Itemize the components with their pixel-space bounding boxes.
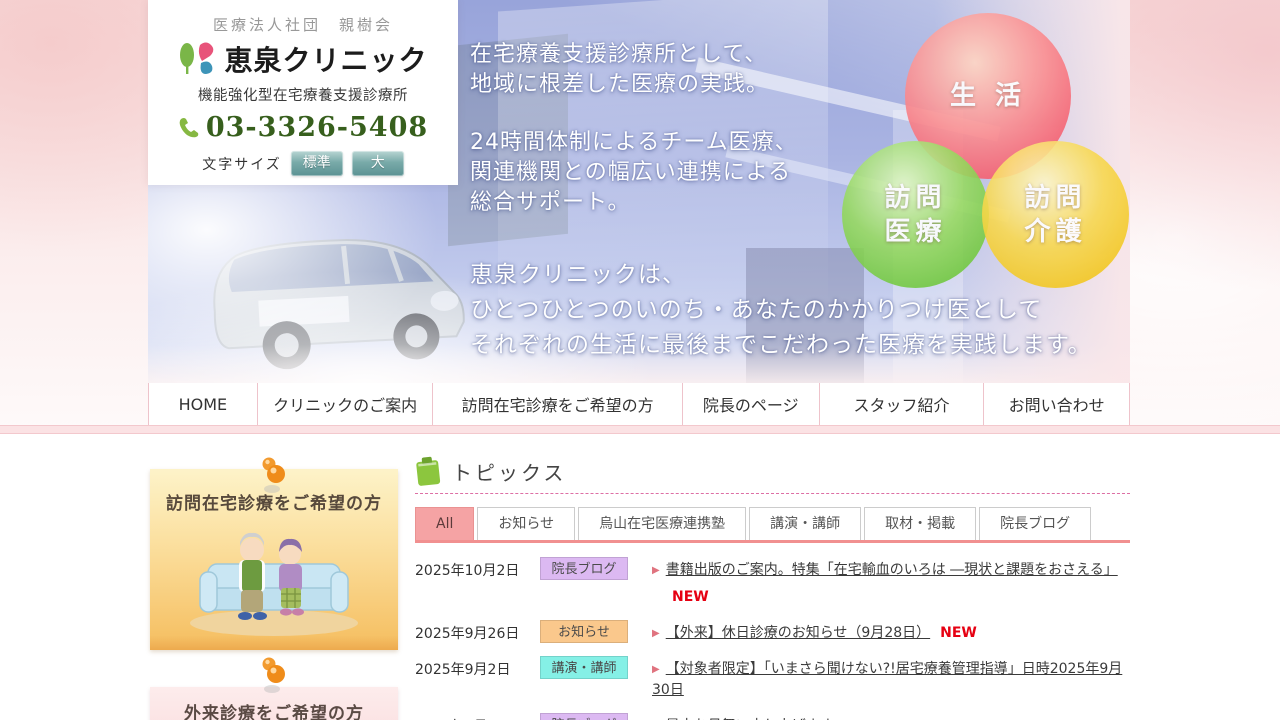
clipboard-icon	[416, 456, 441, 486]
font-size-large-button[interactable]: 大	[351, 151, 404, 176]
news-link[interactable]: 書籍出版のご案内。特集「在宅輸血のいろは ―現状と課題をおさえる」	[665, 562, 1118, 578]
tab-1[interactable]: お知らせ	[477, 507, 576, 540]
news-link[interactable]: 【対象者限定】「いまさら聞けない?!居宅療養管理指導」日時2025年9月30日	[652, 661, 1123, 698]
font-size-label: 文字サイズ	[202, 156, 282, 173]
news-row: 2025年8月7日院長ブログ▶暑中お見舞い申し上げます	[415, 701, 1130, 720]
tab-5[interactable]: 院長ブログ	[979, 507, 1092, 540]
topics-section: トピックス All お知らせ 烏山在宅医療連携塾 講演・講師 取材・掲載 院長ブログ 20…	[415, 455, 1130, 720]
arrow-right-icon: ▶	[652, 628, 660, 639]
circle-houmon-iryou: 訪問 医療	[842, 141, 989, 288]
news-link[interactable]: 【外来】休日診療のお知らせ（9月28日）	[665, 625, 931, 641]
new-badge: NEW	[672, 589, 709, 605]
main-navigation: HOME クリニックのご案内 訪問在宅診療をご希望の方 院長のページ スタッフ紹介 お問い…	[148, 383, 1130, 425]
hero-lead-2: 24時間体制によるチーム医療、 関連機関との幅広い連携による 総合サポート。	[470, 130, 798, 215]
site-header-logo-card: 医療法人社団 親樹会 恵泉クリニック 機能強化型在宅療養支援診療所 03-332…	[148, 0, 458, 185]
banner-houmon-zaitaku[interactable]: 訪問在宅診療をご希望の方	[150, 457, 398, 650]
dashed-separator	[415, 493, 1130, 494]
clinic-subtitle: 機能強化型在宅療養支援診療所	[198, 88, 408, 104]
elderly-couple-illustration	[190, 532, 358, 636]
news-category-badge: 院長ブログ	[540, 557, 628, 580]
arrow-right-icon: ▶	[652, 565, 660, 576]
new-badge: NEW	[940, 625, 977, 641]
circle-seikatsu-label: 生 活	[949, 81, 1027, 111]
circle-houmon-kaigo-label: 訪問 介護	[1024, 182, 1087, 247]
clinic-name: 恵泉クリニック	[224, 44, 428, 77]
news-date: 2025年10月2日	[415, 563, 520, 579]
news-category-badge: 院長ブログ	[540, 713, 628, 720]
nav-item-6[interactable]: お問い合わせ	[1008, 396, 1105, 415]
nav-item-3[interactable]: 訪問在宅診療をご希望の方	[433, 383, 683, 425]
news-category-badge: 講演・講師	[540, 656, 628, 679]
news-row: 2025年10月2日 院長ブログ ▶ 書籍出版のご案内。特集「在宅輸血のいろは ―現状…	[415, 545, 1130, 608]
news-list: 2025年10月2日 院長ブログ ▶ 書籍出版のご案内。特集「在宅輸血のいろは ―現状…	[415, 545, 1130, 720]
pin-icon	[262, 457, 285, 493]
nav-bottom-strip	[0, 425, 1280, 434]
news-link[interactable]: 暑中お見舞い申し上げます	[666, 718, 834, 720]
clinic-van-image	[213, 239, 465, 370]
nav-item-5[interactable]: スタッフ紹介	[820, 383, 985, 425]
font-size-standard-button[interactable]: 標準	[290, 151, 343, 176]
news-row: 2025年9月2日 講演・講師 ▶ 【対象者限定】「いまさら聞けない?!居宅療養管理指…	[415, 644, 1130, 701]
circle-houmon-kaigo: 訪問 介護	[982, 141, 1129, 288]
nav-item-1[interactable]: HOME	[149, 383, 258, 425]
hero-message: 恵泉クリニックは、 ひとつひとつのいのち・あなたのかかりつけ医として それぞれの…	[470, 262, 1092, 358]
tab-2[interactable]: 烏山在宅医療連携塾	[578, 507, 747, 540]
hero-band: 生 活 訪問 医療 訪問 介護 在宅療養支援診療所として、 地域に根差した医療の…	[0, 0, 1280, 434]
tab-all[interactable]: All	[415, 507, 475, 540]
phone-number: 03-3326-5408	[205, 112, 429, 143]
pin-icon	[262, 657, 285, 693]
arrow-right-icon: ▶	[652, 664, 660, 675]
banner-gairai-shinryou-label: 外来診療をご希望の方	[184, 704, 364, 720]
topics-title: トピックス	[452, 460, 567, 485]
tab-3[interactable]: 講演・講師	[749, 507, 862, 540]
clinic-logo-icon	[180, 42, 214, 74]
topics-tabs: All お知らせ 烏山在宅医療連携塾 講演・講師 取材・掲載 院長ブログ	[415, 507, 1130, 543]
news-date: 2025年9月26日	[415, 626, 520, 642]
banner-gairai-shinryou[interactable]: 外来診療をご希望の方	[150, 657, 398, 720]
banner-houmon-zaitaku-label: 訪問在宅診療をご希望の方	[166, 494, 382, 514]
news-row: 2025年9月26日 お知らせ ▶ 【外来】休日診療のお知らせ（9月28日） NEW	[415, 608, 1130, 644]
news-category-badge: お知らせ	[540, 620, 628, 643]
organization-name: 医療法人社団 親樹会	[212, 16, 393, 34]
news-date: 2025年8月7日	[415, 713, 540, 720]
phone-icon	[179, 117, 199, 137]
tab-4[interactable]: 取材・掲載	[864, 507, 977, 540]
news-date: 2025年9月2日	[415, 662, 511, 678]
circle-houmon-iryou-label: 訪問 医療	[884, 182, 947, 247]
hero-lead-1: 在宅療養支援診療所として、 地域に根差した医療の実践。	[470, 42, 770, 97]
nav-item-4[interactable]: 院長のページ	[683, 383, 820, 425]
nav-item-2[interactable]: クリニックのご案内	[258, 383, 434, 425]
